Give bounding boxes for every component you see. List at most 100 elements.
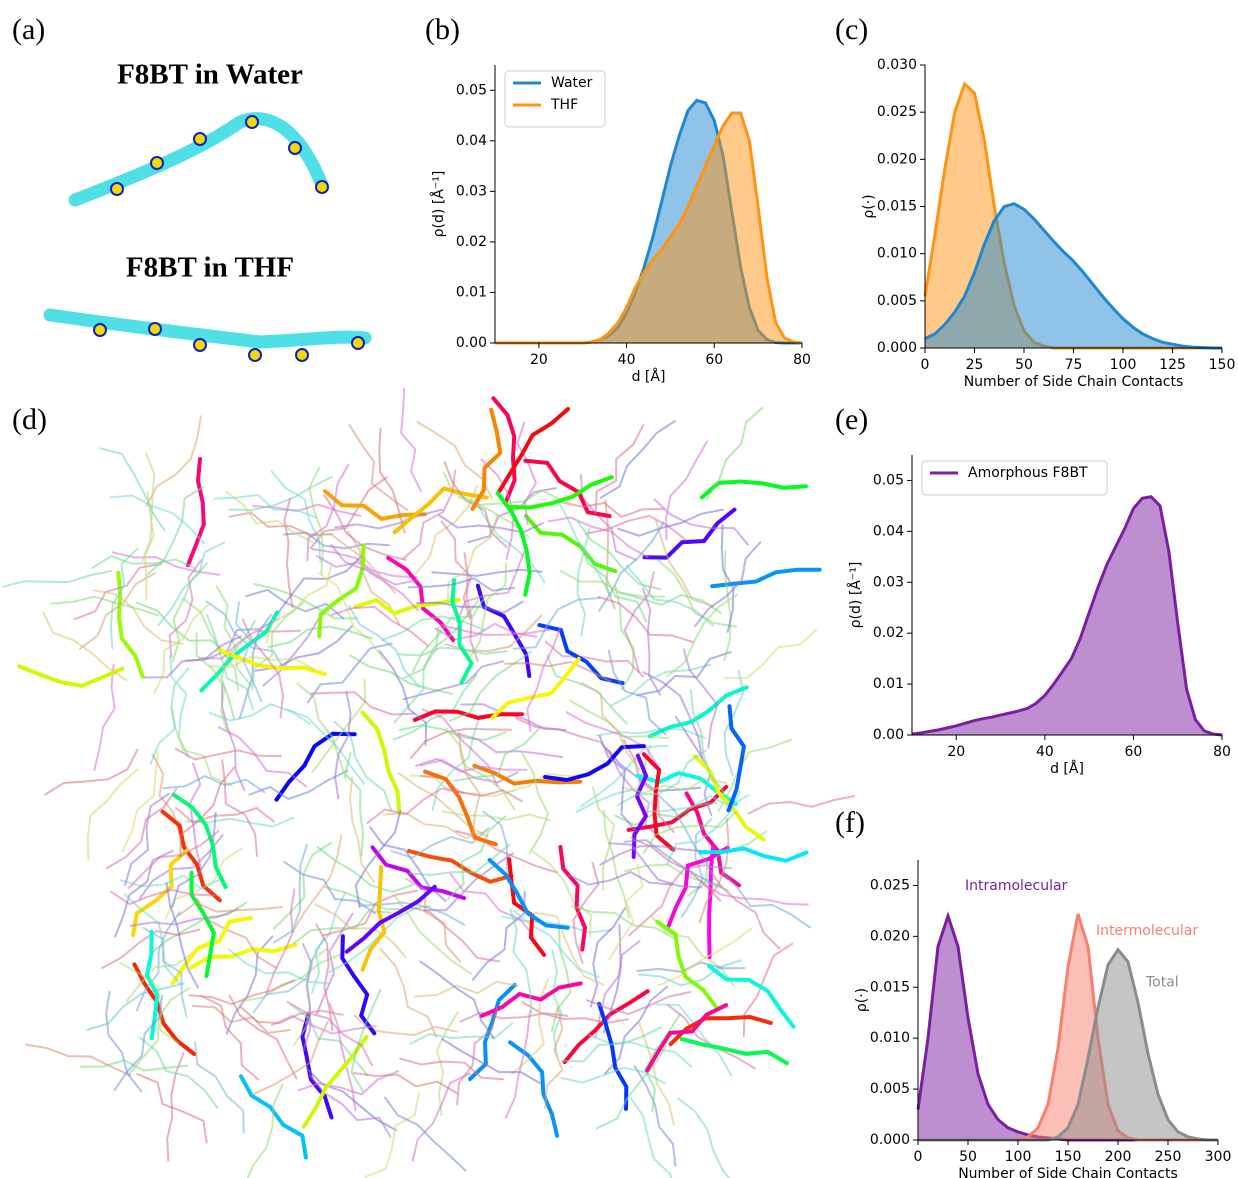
polymer-chain <box>616 749 707 807</box>
polymer-chain <box>270 470 322 564</box>
polymer-chain <box>290 1004 369 1077</box>
polymer-chain <box>50 595 159 617</box>
polymer-chain <box>79 572 156 650</box>
chain-thf <box>43 308 372 349</box>
y-tick-label: 0.05 <box>456 82 487 98</box>
polymer-chain <box>300 1013 334 1120</box>
polymer-chain <box>283 497 294 609</box>
legend-box <box>921 460 1108 496</box>
y-tick-label: 0.04 <box>456 133 487 149</box>
polymer-chain <box>547 516 649 559</box>
x-tick-label: 20 <box>947 744 965 760</box>
y-tick-label: 0.020 <box>877 151 917 167</box>
polymer-chain <box>707 845 716 960</box>
polymer-chain <box>622 739 675 834</box>
area-fill <box>925 203 1222 348</box>
y-tick-label: 0.00 <box>873 727 904 743</box>
polymer-chain <box>602 809 630 919</box>
y-tick-label: 0.025 <box>877 104 917 120</box>
polymer-chain <box>175 806 275 824</box>
polymer-chain <box>188 762 202 870</box>
x-tick-label: 50 <box>959 1149 977 1165</box>
polymer-chain <box>286 708 366 785</box>
polymer-chain <box>334 508 443 530</box>
polymer-chain <box>470 407 503 511</box>
polymer-chain <box>641 752 676 852</box>
polymer-chain <box>99 447 166 532</box>
y-tick-label: 0.01 <box>873 676 904 692</box>
polymer-chain <box>636 651 732 696</box>
polymer-chain <box>216 647 327 677</box>
polymer-chain <box>657 927 753 987</box>
polymer-chain <box>273 843 308 944</box>
polymer-chain <box>252 937 325 1014</box>
polymer-chain <box>185 457 206 568</box>
polymer-chain <box>467 487 557 544</box>
x-tick-label: 60 <box>705 352 723 368</box>
polymer-chain <box>585 991 692 1016</box>
polymer-chain <box>626 784 729 832</box>
polymer-chain <box>597 595 694 644</box>
y-tick-label: 0.010 <box>877 246 917 262</box>
panel-label: (c) <box>835 13 868 46</box>
polymer-chain <box>523 458 612 518</box>
area-fill <box>918 949 1218 1140</box>
polymer-chain <box>291 834 343 934</box>
polymer-chain <box>166 1052 185 1162</box>
polymer-chain <box>311 891 347 994</box>
panel-label: (b) <box>425 13 460 46</box>
polymer-chain <box>17 664 125 688</box>
polymer-chain <box>246 1083 284 1178</box>
polymer-chain <box>445 727 516 811</box>
polymer-chain <box>274 731 357 802</box>
polymer-chain <box>597 1001 629 1111</box>
polymer-chain <box>507 857 547 957</box>
polymer-chain <box>238 614 272 720</box>
polymer-chain <box>655 919 719 1010</box>
polymer-chain <box>105 788 178 870</box>
polymer-chain <box>93 663 116 772</box>
x-tick-label: 300 <box>1205 1149 1232 1165</box>
chart: (c) 0 25 50 75 100 125 150 0.000 0.005 0.010 0.015 0… <box>835 13 1235 390</box>
polymer-chain <box>656 558 738 628</box>
polymer-chain <box>607 650 667 736</box>
polymer-chain <box>127 830 220 890</box>
polymer-chain <box>480 458 515 560</box>
polymer-chain <box>44 748 139 796</box>
x-tick-label: 250 <box>1155 1149 1182 1165</box>
polymer-chain <box>526 626 562 732</box>
polymer-chain <box>124 792 170 886</box>
polymer-chain <box>310 691 415 716</box>
area-line <box>924 202 1222 350</box>
polymer-chain <box>364 1092 420 1178</box>
polymer-chain <box>144 929 160 1041</box>
polymer-chain <box>323 494 407 561</box>
x-tick-label: 150 <box>1055 1149 1082 1165</box>
series-label: Total <box>1145 975 1179 991</box>
x-tick-label: 50 <box>1015 357 1033 373</box>
x-tick-label: 75 <box>1065 357 1083 373</box>
polymer-chain <box>707 964 796 1029</box>
polymer-chain <box>546 654 628 725</box>
polymer-chain <box>409 727 512 760</box>
polymer-chain <box>475 583 532 678</box>
polymer-chain <box>689 688 725 793</box>
polymer-chain <box>610 663 712 707</box>
polymer-chain <box>170 915 254 986</box>
polymer-chain <box>160 809 222 903</box>
polymer-chain <box>327 907 418 974</box>
chart: (e) 20 40 60 80 0.00 0.01 0.02 0.03 0.04 0.05 d [Å]… <box>835 403 1231 777</box>
polymer-chain <box>234 601 263 703</box>
y-tick-label: 0.04 <box>873 523 904 539</box>
polymer-chain <box>397 646 508 657</box>
polymer-chain <box>171 562 209 663</box>
polymer-chain <box>416 600 524 614</box>
polymer-chain <box>349 654 454 695</box>
polymer-chain <box>509 908 533 1015</box>
polymer-chain <box>594 424 645 515</box>
polymer-chain <box>411 1072 471 1162</box>
polymer-chain <box>138 1036 219 1109</box>
polymer-chain <box>165 882 199 989</box>
polymer-chain <box>580 474 638 561</box>
polymer-chain <box>419 960 495 1040</box>
